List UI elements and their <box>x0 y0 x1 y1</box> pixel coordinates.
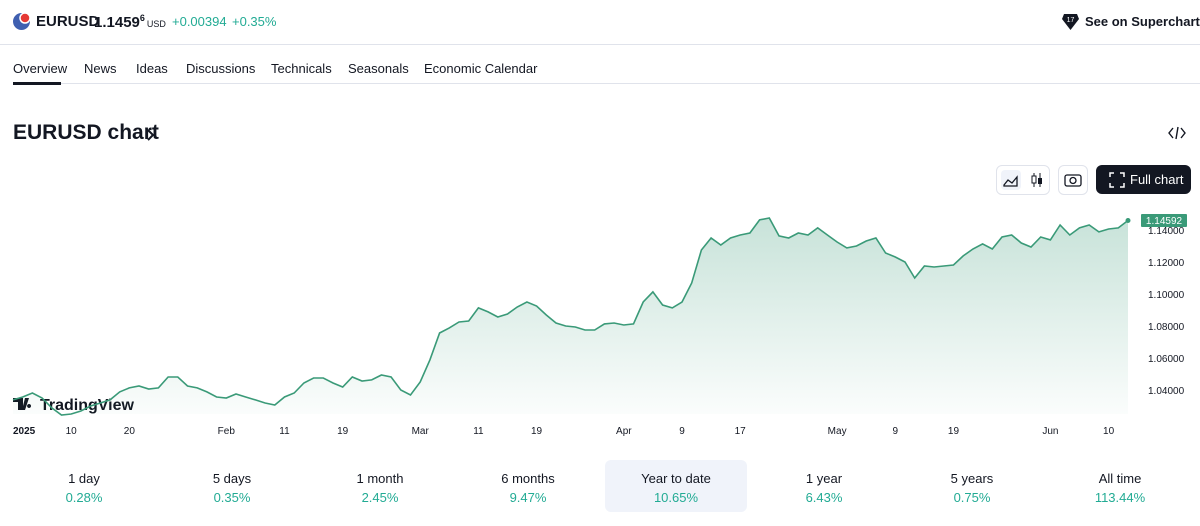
x-tick-label: Jun <box>1042 426 1058 437</box>
candle-icon[interactable] <box>1027 170 1047 190</box>
period-change[interactable]: 0.75% <box>953 490 991 505</box>
supercharts-link[interactable]: See on Supercharts <box>1085 14 1200 29</box>
x-tick-label: 9 <box>893 426 899 437</box>
period-change[interactable]: 113.44% <box>1094 490 1146 505</box>
period-label[interactable]: All time <box>1098 471 1142 486</box>
y-tick-label: 1.08000 <box>1148 322 1185 333</box>
symbol: EURUSD <box>36 13 100 30</box>
period[interactable]: 6 months 9.47% <box>457 460 599 512</box>
period-label[interactable]: 1 year <box>805 471 843 486</box>
period-change[interactable]: 0.35% <box>213 490 251 505</box>
period-label[interactable]: 1 day <box>68 471 100 486</box>
period-label[interactable]: 6 months <box>501 471 555 486</box>
x-tick-label: Feb <box>218 426 236 437</box>
x-tick-label: Apr <box>616 426 632 437</box>
price-label: 1.14592 <box>1146 216 1183 227</box>
x-tick-label: May <box>828 426 847 437</box>
x-tick-label: 17 <box>735 426 747 437</box>
x-tick-label: 11 <box>279 426 290 437</box>
tab[interactable]: Seasonals <box>348 61 409 76</box>
supercharts-icon[interactable]: 17 <box>1061 12 1080 31</box>
y-tick-label: 1.04000 <box>1148 386 1185 397</box>
change-percent: +0.35% <box>232 14 277 29</box>
tab[interactable]: Overview <box>13 61 68 76</box>
chart: TradingView 1.040001.060001.080001.10000… <box>12 214 1187 437</box>
price-line <box>12 217 1129 416</box>
period[interactable]: 1 year 6.43% <box>753 460 895 512</box>
period-label[interactable]: 1 month <box>356 471 404 486</box>
svg-text:17: 17 <box>1067 17 1075 24</box>
price-digit: 6 <box>139 13 145 23</box>
x-tick-label: 9 <box>679 426 685 437</box>
camera-icon <box>1064 174 1082 187</box>
change: +0.00394 <box>172 14 227 29</box>
fullscreen-icon <box>1109 172 1125 188</box>
tab[interactable]: Technicals <box>271 61 332 76</box>
y-tick-label: 1.12000 <box>1148 258 1185 269</box>
x-tick-label: 20 <box>124 426 136 437</box>
tab[interactable]: Ideas <box>136 61 168 76</box>
last-point <box>1125 218 1131 224</box>
embed-icon[interactable] <box>1168 126 1186 140</box>
y-tick-label: 1.14000 <box>1148 226 1185 237</box>
period-change[interactable]: 6.43% <box>805 490 843 505</box>
x-tick-label: 10 <box>66 426 78 437</box>
x-tick-label: Mar <box>412 426 430 437</box>
currency: USD <box>146 19 166 29</box>
full-chart-button[interactable]: Full chart <box>1096 165 1191 194</box>
x-tick-label: 2025 <box>13 426 36 437</box>
x-tick-label: 19 <box>948 426 960 437</box>
period[interactable]: 1 month 2.45% <box>309 460 451 512</box>
x-tick-label: 11 <box>473 426 484 437</box>
full-chart-label[interactable]: Full chart <box>1130 172 1184 187</box>
x-tick-label: 19 <box>337 426 349 437</box>
x-tick-label: 19 <box>531 426 543 437</box>
flag-icon <box>13 12 31 30</box>
period-label[interactable]: 5 days <box>212 471 252 486</box>
divider <box>0 44 1200 45</box>
snapshot-button[interactable] <box>1058 165 1088 195</box>
chart-type-toggle[interactable] <box>996 165 1050 195</box>
tabs-border <box>13 83 1200 84</box>
period-change[interactable]: 9.47% <box>509 490 547 505</box>
y-tick-label: 1.10000 <box>1148 290 1185 301</box>
price-label-bg <box>1141 214 1187 228</box>
period[interactable]: 1 day 0.28% <box>13 460 155 512</box>
chevron <box>147 129 155 141</box>
area-fill <box>13 218 1128 415</box>
period-change[interactable]: 2.45% <box>361 490 399 505</box>
section-title[interactable]: EURUSD chart <box>13 121 159 144</box>
period[interactable]: All time 113.44% <box>1049 460 1191 512</box>
tab[interactable]: Economic Calendar <box>424 61 538 76</box>
period[interactable]: 5 years 0.75% <box>901 460 1043 512</box>
period-label[interactable]: 5 years <box>950 471 994 486</box>
period[interactable]: Year to date 10.65% <box>605 460 747 512</box>
period[interactable]: 5 days 0.35% <box>161 460 303 512</box>
y-tick-label: 1.06000 <box>1148 354 1185 365</box>
tab-underline <box>13 82 61 85</box>
price: 1.14596USD <box>94 13 166 31</box>
tab[interactable]: News <box>84 61 117 76</box>
period-change[interactable]: 10.65% <box>653 490 699 505</box>
period-change[interactable]: 0.28% <box>65 490 103 505</box>
area-icon[interactable] <box>1001 170 1021 190</box>
x-tick-label: 10 <box>1103 426 1115 437</box>
price-main: 1.1459 <box>94 14 140 31</box>
period-label[interactable]: Year to date <box>641 471 711 486</box>
tab[interactable]: Discussions <box>186 61 256 76</box>
